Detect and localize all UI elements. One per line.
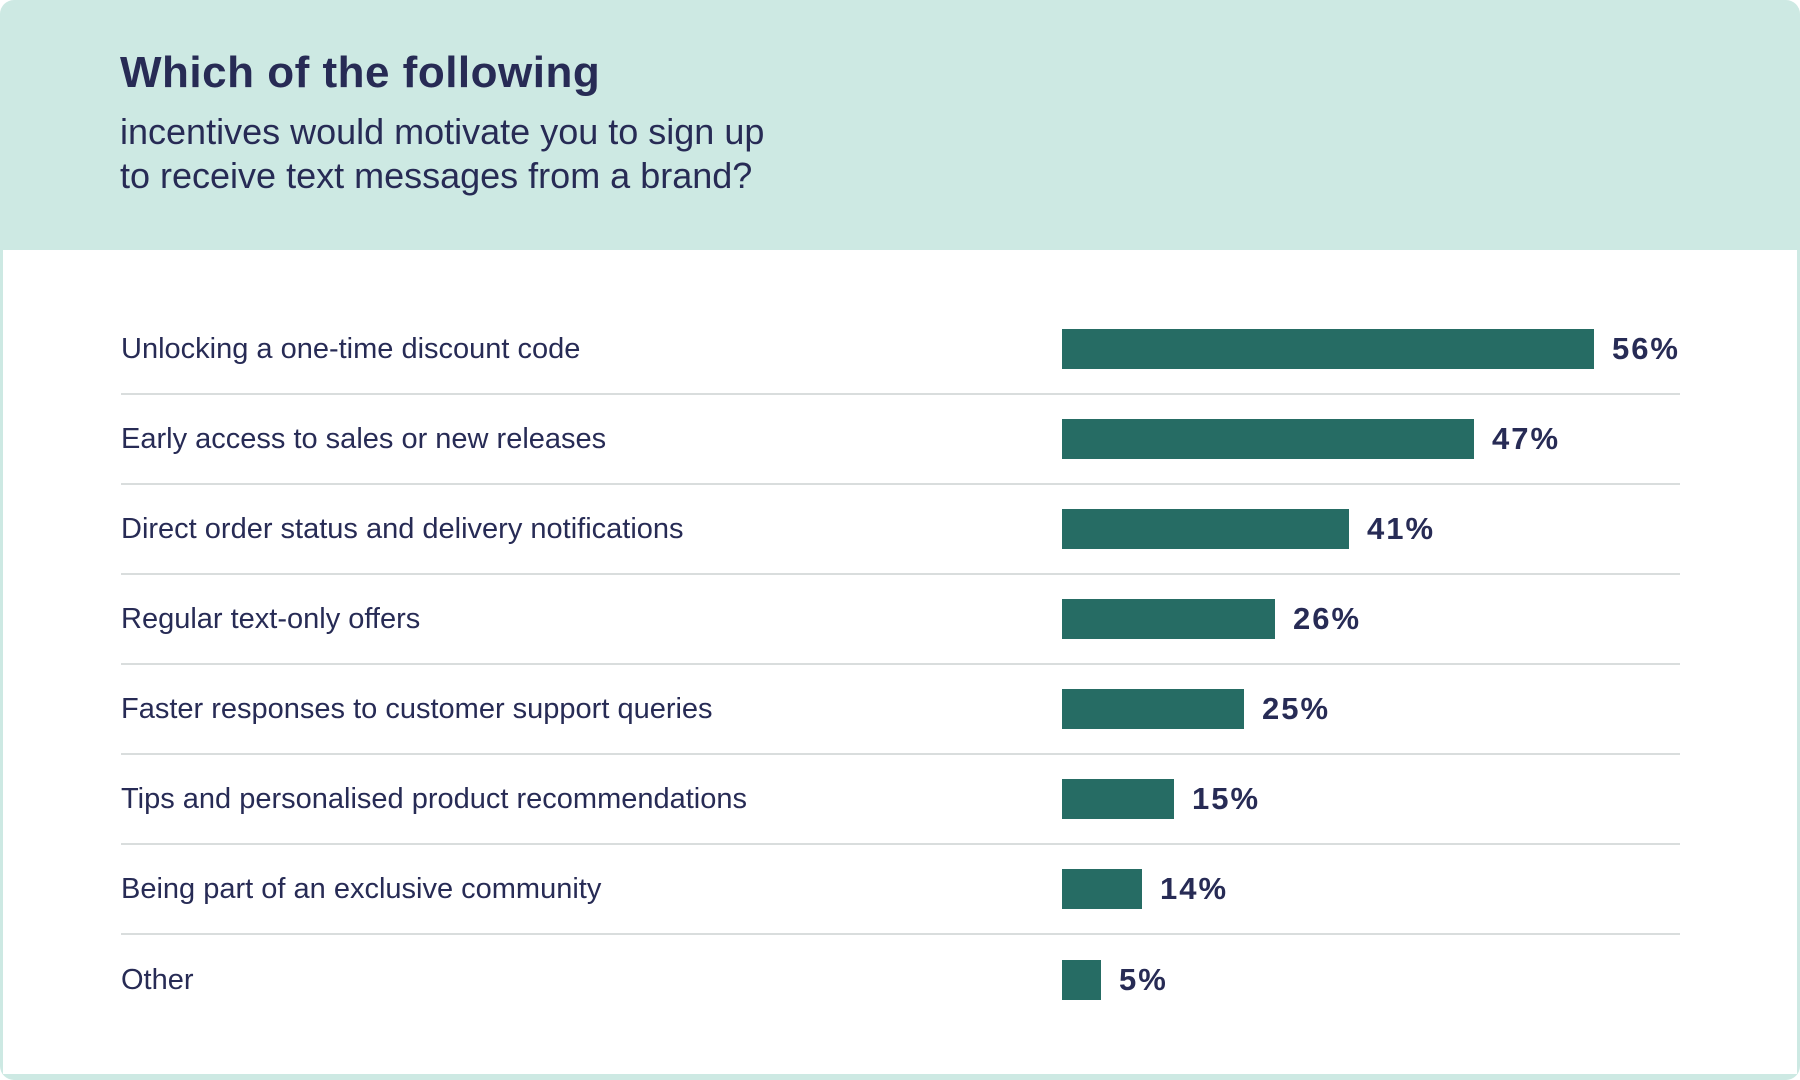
chart-row: Early access to sales or new releases 47… [121, 395, 1680, 485]
bar-label: Other [121, 963, 194, 996]
bar-value: 14% [1160, 871, 1229, 906]
chart-row: Regular text-only offers 26% [121, 575, 1680, 665]
chart-panel: Unlocking a one-time discount code 56% E… [3, 250, 1797, 1074]
bar-value: 5% [1119, 962, 1168, 997]
bar-label: Being part of an exclusive community [121, 872, 602, 905]
chart-row: Tips and personalised product recommenda… [121, 755, 1680, 845]
bar-value: 15% [1192, 781, 1261, 816]
bar-label: Early access to sales or new releases [121, 422, 607, 455]
bar-label: Tips and personalised product recommenda… [121, 782, 747, 815]
bar-label: Direct order status and delivery notific… [121, 512, 684, 545]
bar [1062, 779, 1174, 819]
question-subtitle-line2: to receive text messages from a brand? [120, 154, 753, 196]
chart-row: Faster responses to customer support que… [121, 665, 1680, 755]
question-subtitle-line1: incentives would motivate you to sign up [120, 111, 765, 152]
question-subtitle: incentives would motivate you to sign up… [120, 110, 764, 198]
chart-row: Direct order status and delivery notific… [121, 485, 1680, 575]
chart-row: Being part of an exclusive community 14% [121, 845, 1680, 935]
bar-value: 25% [1262, 691, 1331, 726]
bar [1062, 419, 1474, 459]
bar-value: 41% [1367, 511, 1436, 546]
bar-value: 26% [1293, 601, 1362, 636]
bar [1062, 509, 1349, 549]
chart-row: Other 5% [121, 935, 1680, 1025]
bar-value: 47% [1492, 421, 1561, 456]
bar-value: 56% [1611, 331, 1680, 366]
question-title: Which of the following [120, 48, 601, 97]
bar [1062, 329, 1594, 369]
chart-row: Unlocking a one-time discount code 56% [121, 305, 1680, 395]
bar-label: Regular text-only offers [121, 602, 421, 635]
bar [1062, 960, 1101, 1000]
bar [1062, 689, 1244, 729]
bar-label: Faster responses to customer support que… [121, 692, 713, 725]
question-header: Which of the following incentives would … [120, 48, 764, 198]
bar-label: Unlocking a one-time discount code [121, 332, 581, 365]
bar [1062, 599, 1275, 639]
bar [1062, 869, 1142, 909]
bar-chart: Unlocking a one-time discount code 56% E… [121, 305, 1680, 1025]
